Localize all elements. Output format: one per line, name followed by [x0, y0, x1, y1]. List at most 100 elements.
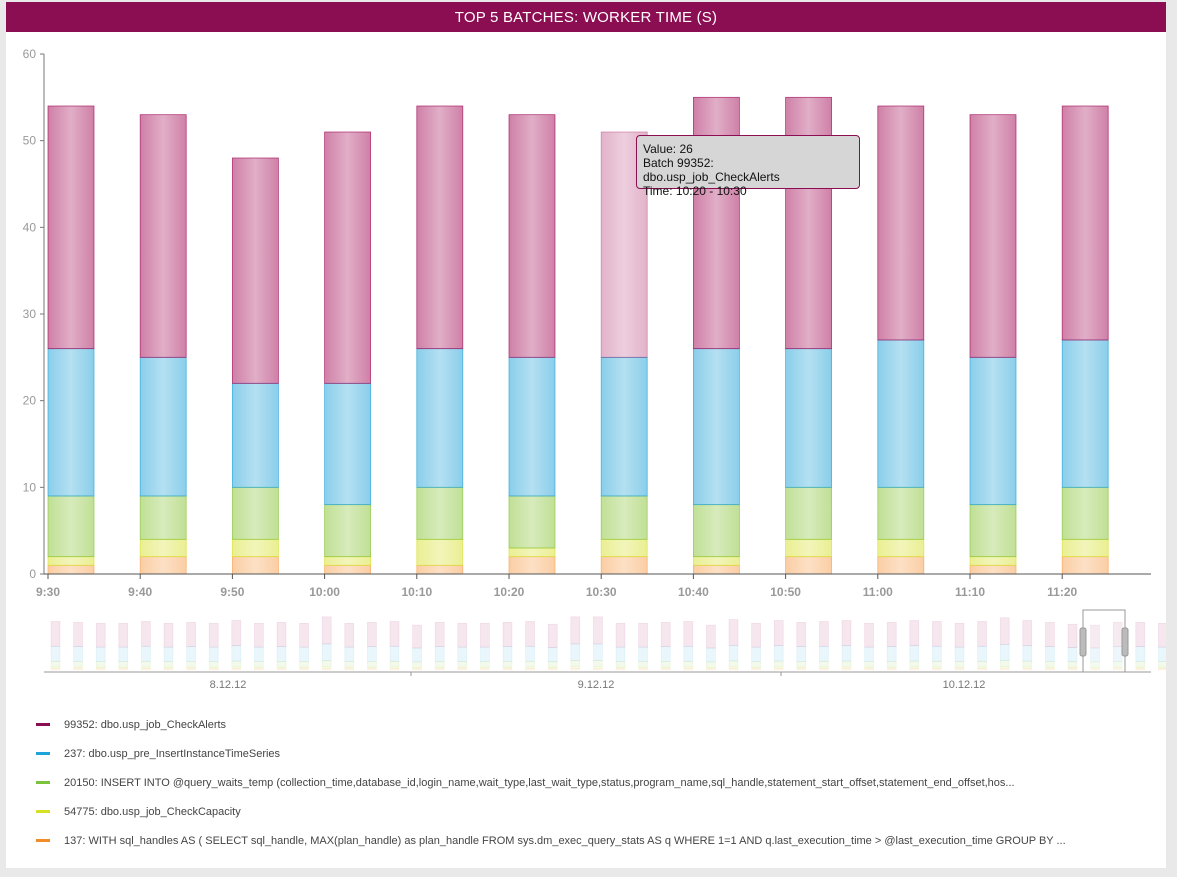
bar-segment[interactable]	[877, 538, 925, 558]
bar-segment[interactable]	[47, 564, 95, 575]
bar-segment[interactable]	[1061, 486, 1109, 540]
bar-segment[interactable]	[1061, 556, 1109, 575]
legend-item[interactable]: 237: dbo.usp_pre_InsertInstanceTimeSerie…	[36, 739, 1156, 768]
bar-segment[interactable]	[969, 556, 1017, 566]
navigator-bar	[434, 646, 445, 662]
bar-segment[interactable]	[785, 538, 832, 558]
bar-segment[interactable]	[324, 382, 372, 506]
tooltip-batch: Batch 99352: dbo.usp_job_CheckAlerts	[643, 156, 780, 184]
navigator-bar	[50, 668, 61, 671]
bar-segment[interactable]	[969, 564, 1017, 575]
bar-segment[interactable]	[785, 486, 832, 540]
navigator-bar	[660, 622, 671, 647]
navigator-bar	[299, 622, 309, 648]
navigator-bar	[660, 666, 671, 669]
bar-segment[interactable]	[600, 538, 648, 558]
bar-segment[interactable]	[693, 348, 740, 506]
bar-segment[interactable]	[693, 556, 740, 566]
navigator-bar	[457, 668, 468, 671]
bar-segment[interactable]	[969, 114, 1017, 358]
navigator-bar	[344, 668, 355, 671]
time-navigator[interactable]: 8.12.12 9.12.12 10.12.12	[6, 602, 1166, 692]
navigator-date-label: 9.12.12	[578, 679, 615, 691]
navigator-bar	[1022, 620, 1033, 647]
navigator-handle[interactable]	[1121, 627, 1129, 657]
navigator-bar	[615, 668, 626, 671]
legend-item[interactable]: 54775: dbo.usp_job_CheckCapacity	[36, 797, 1156, 826]
navigator-handle[interactable]	[1079, 627, 1087, 657]
bar-segment[interactable]	[416, 538, 464, 566]
bar-segment[interactable]	[600, 556, 648, 575]
bar-segment[interactable]	[139, 495, 187, 540]
navigator-bar	[1135, 661, 1146, 668]
navigator-bar	[683, 666, 694, 669]
bar-segment[interactable]	[47, 105, 95, 350]
bar-segment[interactable]	[416, 348, 464, 488]
legend-item[interactable]: 99352: dbo.usp_job_CheckAlerts	[36, 710, 1156, 739]
bar-segment[interactable]	[324, 564, 372, 575]
bar-segment[interactable]	[47, 556, 95, 566]
navigator-bar	[525, 668, 535, 671]
navigator-bar	[254, 668, 264, 671]
bar-segment[interactable]	[231, 538, 279, 558]
bar-series[interactable]	[47, 96, 1109, 575]
bar-segment[interactable]	[877, 105, 925, 341]
navigator-bar	[163, 622, 174, 648]
bar-segment[interactable]	[231, 486, 279, 540]
navigator-bar	[321, 668, 332, 671]
bar-segment[interactable]	[324, 131, 372, 384]
bar-segment[interactable]	[324, 556, 372, 566]
chart-legend: 99352: dbo.usp_job_CheckAlerts 237: dbo.…	[36, 710, 1156, 855]
bar-segment[interactable]	[231, 157, 279, 384]
bar-segment[interactable]	[139, 556, 187, 575]
bar-segment[interactable]	[1061, 339, 1109, 488]
bar-segment[interactable]	[1061, 105, 1109, 341]
navigator-bar	[299, 666, 309, 669]
bar-segment[interactable]	[785, 556, 832, 575]
y-tick-label: 60	[23, 47, 37, 61]
bar-segment[interactable]	[47, 348, 95, 497]
bar-segment[interactable]	[139, 356, 187, 497]
bar-segment[interactable]	[508, 495, 556, 549]
bar-segment[interactable]	[508, 114, 556, 358]
bar-segment[interactable]	[1061, 538, 1109, 558]
bar-segment[interactable]	[508, 556, 556, 575]
navigator-bar	[954, 666, 965, 669]
navigator-bar	[841, 666, 852, 669]
bar-segment[interactable]	[693, 564, 740, 575]
bar-segment[interactable]	[693, 504, 740, 558]
navigator-bar	[751, 646, 761, 662]
bar-segment[interactable]	[139, 538, 187, 558]
bar-segment[interactable]	[600, 495, 648, 540]
legend-item[interactable]: 20150: INSERT INTO @query_waits_temp (co…	[36, 768, 1156, 797]
main-chart[interactable]: 0 10 20 30 40 50 60 9:30 9:40 9:50 10:00 10:10 10:2…	[6, 32, 1166, 642]
bar-segment[interactable]	[969, 356, 1017, 506]
navigator-window[interactable]	[1079, 609, 1129, 673]
bar-segment[interactable]	[969, 504, 1017, 558]
bar-segment[interactable]	[877, 339, 925, 488]
chart-panel: TOP 5 BATCHES: WORKER TIME (S) 0 10 20 30 40…	[6, 2, 1166, 868]
navigator-bar	[1067, 623, 1078, 648]
bar-segment[interactable]	[508, 356, 556, 497]
navigator-bar	[1045, 622, 1055, 647]
bar-segment[interactable]	[877, 556, 925, 575]
bar-segment[interactable]	[416, 105, 464, 350]
bar-segment[interactable]	[785, 348, 832, 488]
navigator-bar	[1135, 622, 1146, 647]
bar-segment[interactable]	[231, 556, 279, 575]
bar-segment[interactable]	[416, 564, 464, 575]
bar-segment[interactable]	[877, 486, 925, 540]
bar-segment[interactable]	[324, 504, 372, 558]
bar-segment[interactable]	[600, 356, 648, 497]
legend-item[interactable]: 137: WITH sql_handles AS ( SELECT sql_ha…	[36, 826, 1156, 855]
navigator-bar	[886, 666, 897, 669]
navigator-bar	[412, 667, 422, 669]
bar-segment[interactable]	[139, 114, 187, 358]
bar-segment[interactable]	[231, 382, 279, 488]
navigator-date-label: 10.12.12	[943, 679, 986, 691]
navigator-bar	[457, 661, 468, 668]
bar-segment[interactable]	[416, 486, 464, 540]
bar-segment[interactable]	[47, 495, 95, 558]
bar-segment[interactable]	[508, 547, 556, 558]
navigator-bar	[389, 660, 400, 668]
